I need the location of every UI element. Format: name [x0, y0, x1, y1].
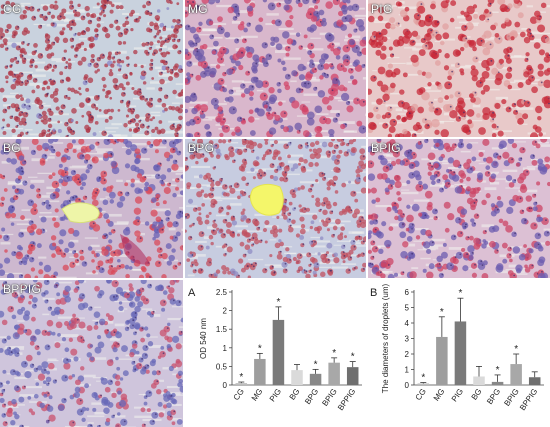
y-tick-label: 0.5: [216, 362, 228, 371]
panel-letter: A: [188, 287, 196, 299]
x-tick-label: PIG: [450, 387, 465, 403]
significance-mark: *: [314, 359, 318, 370]
error-bar: [238, 381, 245, 384]
chart-b-svg: 0 1 2 3 4 5 6 The diameters of droplets (um) B * C…: [370, 283, 544, 412]
error-bar: [438, 316, 445, 337]
error-bar: [494, 374, 501, 382]
x-tick-label: BG: [288, 387, 302, 402]
bar: [454, 321, 467, 385]
error-bar: [476, 366, 482, 377]
y-tick-label: 6: [405, 288, 410, 297]
y-tick-label: 3: [405, 335, 410, 344]
chart-b-droplet-diameter: 0 1 2 3 4 5 6 The diameters of droplets (um) B * C…: [366, 282, 550, 427]
x-tick-label: BPIG: [502, 387, 520, 408]
x-tick-label: CG: [414, 387, 428, 402]
error-bar: [457, 297, 464, 322]
y-axis-label: OD 540 nm: [199, 318, 208, 359]
y-tick-label: 0: [223, 381, 228, 390]
x-tick-label: BG: [470, 387, 484, 402]
significance-mark: *: [351, 352, 355, 363]
bar: [235, 383, 248, 385]
y-tick-label: 4: [405, 319, 410, 328]
error-bar: [256, 352, 263, 359]
x-tick-label: BPIG: [320, 387, 338, 408]
micrograph-panel-bpg: BPG: [185, 139, 366, 278]
bar: [291, 370, 303, 385]
y-axis-label: The diameters of droplets (um): [381, 283, 390, 393]
error-bar: [331, 357, 338, 363]
panel-label: BPPIG: [3, 282, 42, 296]
panel-letter: B: [370, 287, 377, 299]
y-tick-label: 2: [223, 307, 228, 316]
tissue-texture: [0, 280, 183, 427]
error-bar: [349, 361, 356, 368]
error-bar: [312, 368, 319, 374]
chart-a-od540: 0 0.5 1 1.5 2 2.5 OD 540 nm A * CG * MG * PIG BG * BPG * B…: [184, 282, 368, 427]
tissue-texture: [0, 139, 183, 278]
bar: [309, 373, 322, 385]
y-tick-label: 2.5: [216, 288, 228, 297]
y-tick-label: 5: [405, 304, 410, 313]
significance-mark: *: [276, 297, 280, 308]
bar: [272, 319, 285, 385]
chart-a-svg: 0 0.5 1 1.5 2 2.5 OD 540 nm A * CG * MG * PIG BG * BPG * B…: [188, 287, 362, 412]
panel-label: BG: [3, 141, 21, 155]
micrograph-panel-bg: BG: [0, 139, 183, 278]
bar: [417, 383, 430, 385]
x-tick-label: BPPIG: [336, 387, 357, 412]
panel-label: CG: [3, 2, 22, 16]
bar: [254, 358, 266, 385]
error-bar: [531, 371, 538, 378]
x-tick-label: MG: [432, 387, 447, 403]
bar: [328, 362, 340, 385]
x-tick-label: MG: [250, 387, 265, 403]
y-tick-label: 2: [405, 350, 410, 359]
tissue-texture: [0, 0, 183, 137]
x-tick-label: BPG: [485, 387, 502, 406]
error-bar: [420, 382, 427, 384]
micrograph-panel-mg: MG: [185, 0, 366, 137]
bar: [528, 377, 541, 385]
bar: [346, 367, 359, 385]
significance-mark: *: [258, 343, 262, 354]
error-bar: [275, 306, 282, 320]
micrograph-panel-bpig: BPIG: [368, 139, 550, 278]
x-tick-label: CG: [232, 387, 246, 402]
significance-mark: *: [440, 307, 444, 318]
panel-label: BPIG: [371, 141, 401, 155]
panel-label: MG: [188, 2, 208, 16]
significance-mark: *: [496, 365, 500, 376]
error-bar: [513, 353, 520, 365]
x-tick-label: BPPIG: [518, 387, 539, 412]
error-bar: [294, 364, 300, 371]
micrograph-panel-pig: PIG: [368, 0, 550, 137]
micrograph-panel-cg: CG: [0, 0, 183, 137]
bar: [491, 381, 504, 385]
x-tick-label: PIG: [268, 387, 283, 403]
bar: [510, 364, 522, 385]
significance-mark: *: [421, 373, 425, 384]
y-tick-label: 1: [223, 344, 228, 353]
tissue-texture: [185, 0, 366, 137]
y-tick-label: 1.5: [216, 325, 228, 334]
panel-label: PIG: [371, 2, 393, 16]
significance-mark: *: [239, 372, 243, 383]
panel-label: BPG: [188, 141, 215, 155]
tissue-texture: [368, 139, 550, 278]
x-tick-label: BPG: [303, 387, 320, 406]
significance-mark: *: [458, 288, 462, 299]
tissue-texture: [368, 0, 550, 137]
micrograph-panel-bppig: BPPIG: [0, 280, 183, 427]
bar: [473, 376, 485, 385]
tissue-texture: [185, 139, 366, 278]
significance-mark: *: [514, 344, 518, 355]
significance-mark: *: [332, 348, 336, 359]
y-tick-label: 0: [405, 381, 410, 390]
y-tick-label: 1: [405, 366, 410, 375]
bar: [436, 336, 448, 385]
